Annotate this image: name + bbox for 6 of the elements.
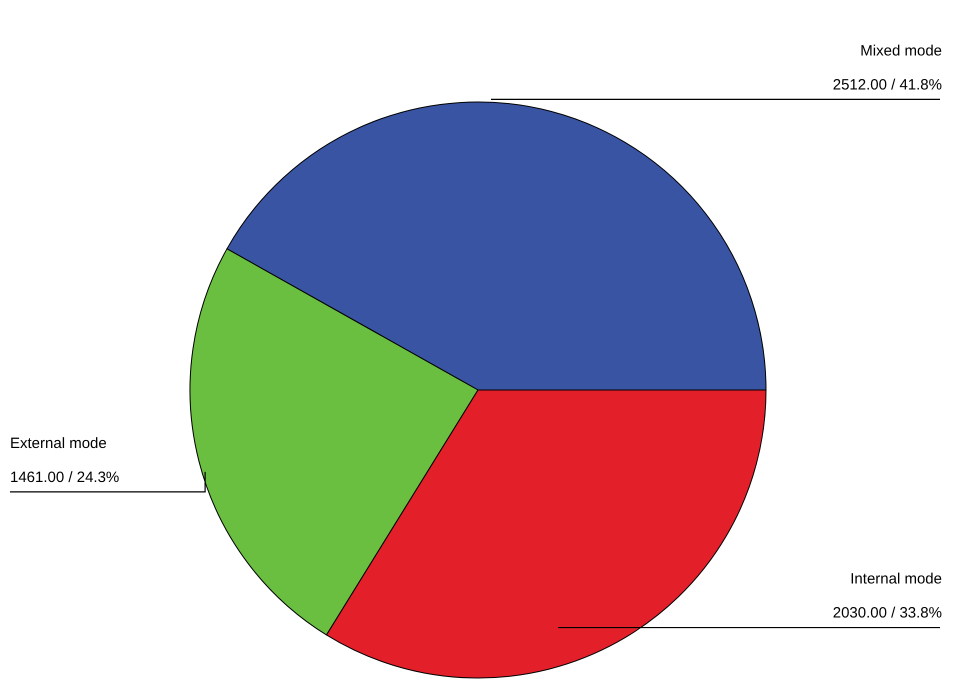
slice-label: External mode bbox=[10, 434, 107, 452]
data-label: 2512.00 / 41.8% bbox=[832, 76, 942, 94]
slice-label: Mixed mode bbox=[860, 42, 942, 60]
data-label: 1461.00 / 24.3% bbox=[10, 468, 120, 486]
data-label: 2030.00 / 33.8% bbox=[832, 604, 942, 622]
slice-label: Internal mode bbox=[850, 570, 942, 588]
